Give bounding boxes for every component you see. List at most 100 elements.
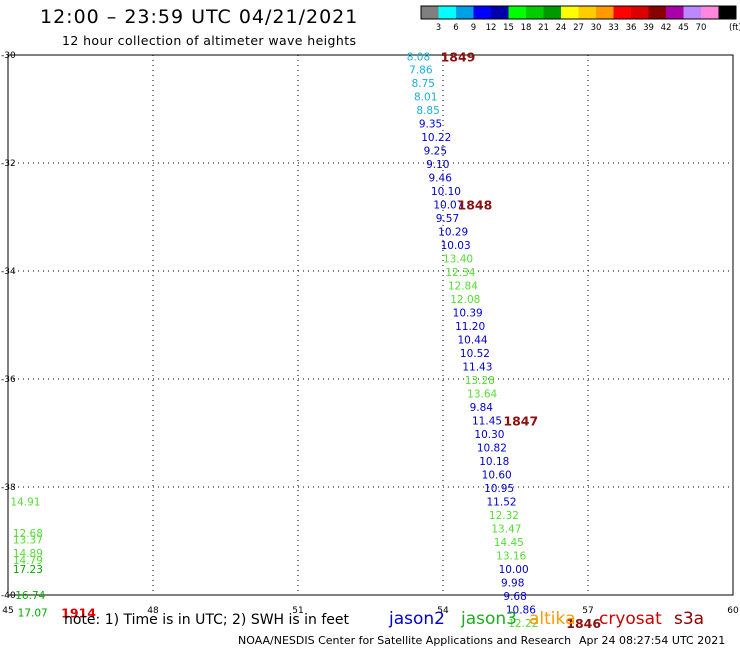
pass-annotation: 1847 bbox=[503, 414, 538, 429]
legend-label: 42 bbox=[661, 23, 672, 33]
wave-height-label: 11.43 bbox=[462, 362, 492, 374]
wave-height-label: 10.18 bbox=[479, 456, 509, 468]
pass-annotation: 1849 bbox=[441, 50, 476, 65]
legend-label: 3 bbox=[436, 23, 441, 33]
legend-label: 12 bbox=[486, 23, 497, 33]
wave-height-label: 8.75 bbox=[412, 78, 435, 90]
x-tick-label: 54 bbox=[437, 606, 449, 616]
wave-height-label: 16.74 bbox=[15, 590, 45, 602]
legend-swatch bbox=[631, 6, 649, 19]
x-tick-label: 48 bbox=[147, 606, 159, 616]
legend-label: 39 bbox=[643, 23, 654, 33]
wave-height-label: 10.22 bbox=[421, 132, 451, 144]
footer-credit: NOAA/NESDIS Center for Satellite Applica… bbox=[238, 634, 572, 647]
wave-height-label: 11.45 bbox=[472, 416, 502, 428]
legend-swatch bbox=[596, 6, 614, 19]
wave-height-label: 14.91 bbox=[10, 497, 40, 509]
x-tick-label: 45 bbox=[2, 606, 13, 616]
wave-height-label: 9.25 bbox=[424, 146, 447, 158]
legend-label: 30 bbox=[591, 23, 602, 33]
wave-height-label: 10.52 bbox=[460, 348, 490, 360]
wave-height-label: 12.22 bbox=[508, 618, 538, 630]
plot-border bbox=[7, 54, 734, 596]
wave-height-label: 13.37 bbox=[13, 534, 43, 546]
legend-swatch bbox=[701, 6, 719, 19]
wave-height-label: 9.57 bbox=[436, 213, 459, 225]
wave-height-label: 12.84 bbox=[448, 281, 478, 293]
y-tick-label: -30 bbox=[1, 51, 16, 61]
wave-height-label: 12.68 bbox=[13, 528, 43, 540]
y-tick-label: -36 bbox=[1, 375, 16, 385]
legend-unit: (ft) bbox=[729, 23, 740, 33]
legend-swatch bbox=[543, 6, 561, 19]
wave-height-label: 10.95 bbox=[484, 483, 514, 495]
x-tick-label: 57 bbox=[582, 606, 593, 616]
wave-height-label: 10.82 bbox=[477, 443, 507, 455]
pass-annotation: 1914 bbox=[61, 605, 96, 620]
legend-swatch bbox=[508, 6, 526, 19]
legend-label: 33 bbox=[608, 23, 619, 33]
wave-height-label: 13.28 bbox=[465, 375, 495, 387]
legend-swatch bbox=[456, 6, 474, 19]
wave-height-label: 8.08 bbox=[407, 52, 430, 64]
legend-label: 18 bbox=[521, 23, 532, 33]
wave-height-label: 10.30 bbox=[474, 429, 504, 441]
wave-height-label: 8.85 bbox=[416, 105, 439, 117]
legend-altika: altika bbox=[529, 609, 576, 629]
wave-height-label: 9.68 bbox=[503, 591, 526, 603]
legend-box bbox=[420, 5, 737, 20]
legend-swatch bbox=[648, 6, 666, 19]
wave-height-label: 12.08 bbox=[450, 294, 480, 306]
wave-height-label: 12.34 bbox=[445, 267, 475, 279]
legend-label: 21 bbox=[538, 23, 549, 33]
legend-swatch bbox=[491, 6, 509, 19]
y-tick-label: -38 bbox=[1, 483, 16, 493]
legend-label: 9 bbox=[471, 23, 476, 33]
wave-height-label: 11.52 bbox=[487, 497, 517, 509]
wave-height-label: 10.07 bbox=[433, 200, 463, 212]
legend-jason3: jason3 bbox=[461, 609, 517, 629]
legend-swatch bbox=[613, 6, 631, 19]
legend-swatch bbox=[718, 6, 736, 19]
wave-height-label: 14.89 bbox=[13, 548, 43, 560]
wave-height-label: 10.60 bbox=[482, 470, 512, 482]
wave-height-label: 10.00 bbox=[499, 564, 529, 576]
legend-label: 24 bbox=[556, 23, 567, 33]
wave-height-label: 7.86 bbox=[409, 65, 433, 77]
wave-height-label: 10.10 bbox=[431, 186, 461, 198]
chart-title: 12:00 – 23:59 UTC 04/21/2021 bbox=[40, 6, 359, 28]
x-tick-label: 60 bbox=[727, 606, 739, 616]
wave-height-label: 13.47 bbox=[491, 524, 521, 536]
wave-height-label: 9.10 bbox=[426, 159, 449, 171]
wave-height-label: 10.86 bbox=[506, 605, 536, 617]
wave-height-label: 14.79 bbox=[13, 555, 43, 567]
wave-height-label: 10.44 bbox=[458, 335, 488, 347]
legend-label: 70 bbox=[696, 23, 707, 33]
wave-height-label: 10.39 bbox=[453, 308, 483, 320]
legend-s3a: s3a bbox=[674, 609, 705, 629]
legend-label: 27 bbox=[573, 23, 584, 33]
legend-swatch bbox=[526, 6, 544, 19]
legend-label: 36 bbox=[626, 23, 637, 33]
wave-height-label: 10.29 bbox=[438, 227, 468, 239]
wave-height-label: 17.23 bbox=[13, 564, 43, 576]
y-tick-label: -34 bbox=[1, 267, 16, 277]
wave-height-label: 13.40 bbox=[443, 254, 473, 266]
legend-swatch bbox=[578, 6, 596, 19]
legend-cryosat: cryosat bbox=[599, 609, 662, 629]
legend-jason2: jason2 bbox=[389, 609, 445, 629]
legend-swatch bbox=[421, 6, 439, 19]
wave-height-label: 12.32 bbox=[489, 510, 519, 522]
x-tick-label: 51 bbox=[292, 606, 303, 616]
wave-height-label: 13.64 bbox=[467, 389, 497, 401]
footer-timestamp: Apr 24 08:27:54 UTC 2021 bbox=[579, 634, 726, 647]
wave-height-label: 9.98 bbox=[501, 578, 524, 590]
wave-height-label: 9.46 bbox=[429, 173, 453, 185]
wave-height-label: 9.35 bbox=[419, 119, 442, 131]
wave-height-label: 11.20 bbox=[455, 321, 485, 333]
y-tick-label: -40 bbox=[1, 591, 16, 601]
pass-annotation: 1846 bbox=[566, 616, 601, 631]
wave-height-label: 9.84 bbox=[470, 402, 494, 414]
wave-height-label: 10.03 bbox=[441, 240, 471, 252]
